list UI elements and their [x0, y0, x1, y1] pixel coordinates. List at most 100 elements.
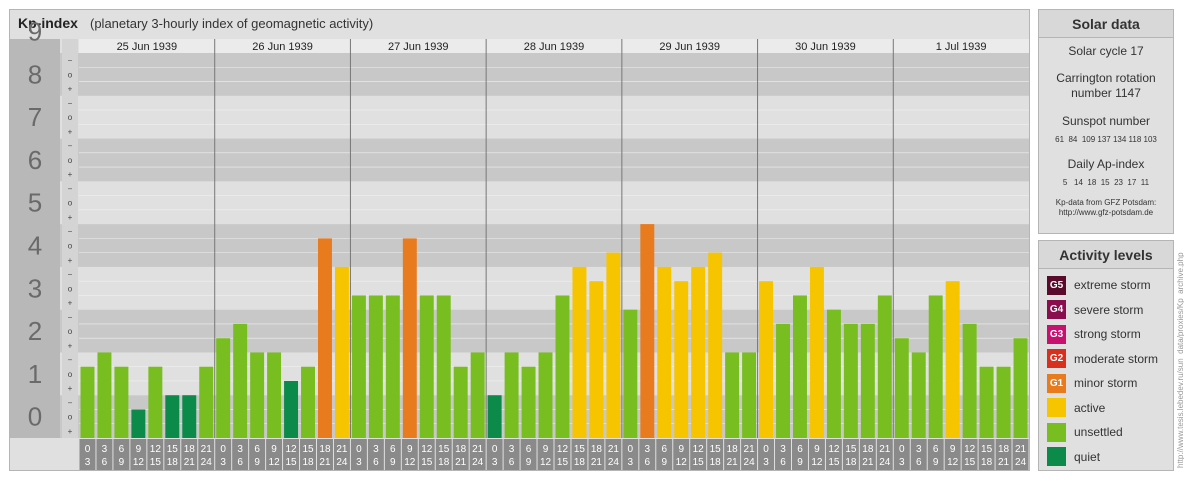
- interval-end-label: 15: [285, 457, 297, 468]
- interval-cell: [910, 439, 927, 470]
- kp-band: [10, 352, 1029, 396]
- kp-bar: [165, 395, 180, 438]
- interval-end-label: 6: [780, 457, 786, 468]
- day-header-cell: [757, 39, 894, 53]
- kp-bar: [979, 366, 994, 438]
- interval-start-label: 0: [85, 444, 91, 455]
- interval-start-label: 0: [356, 444, 362, 455]
- activity-level-swatch: G1: [1047, 373, 1066, 393]
- interval-end-label: 24: [1015, 457, 1027, 468]
- interval-cell: [825, 439, 842, 470]
- interval-start-label: 3: [102, 444, 108, 455]
- interval-cell: [927, 439, 944, 470]
- interval-cell: [503, 439, 520, 470]
- interval-cell: [1012, 439, 1029, 470]
- interval-start-label: 3: [509, 444, 515, 455]
- day-label: 29 Jun 1939: [659, 41, 720, 53]
- activity-level-label: quiet: [1074, 449, 1101, 464]
- minor-tick-label: +: [68, 213, 73, 222]
- day-label: 27 Jun 1939: [388, 41, 449, 53]
- kp-bar: [691, 266, 706, 438]
- interval-end-label: 9: [119, 457, 125, 468]
- interval-cell: [181, 439, 198, 470]
- interval-cell: [113, 439, 130, 470]
- interval-start-label: 21: [744, 444, 756, 455]
- interval-cell: [707, 439, 724, 470]
- interval-start-label: 18: [591, 444, 603, 455]
- interval-cell: [571, 439, 588, 470]
- interval-end-label: 3: [628, 457, 634, 468]
- interval-cell: [79, 439, 96, 470]
- interval-start-label: 9: [543, 444, 549, 455]
- interval-start-label: 21: [879, 444, 891, 455]
- interval-cell: [893, 439, 910, 470]
- interval-start-label: 21: [201, 444, 213, 455]
- activity-level-label: severe storm: [1074, 302, 1144, 317]
- day-label: 30 Jun 1939: [795, 41, 856, 53]
- interval-start-label: 15: [167, 444, 179, 455]
- interval-end-label: 12: [540, 457, 552, 468]
- interval-end-label: 3: [899, 457, 905, 468]
- minor-tick-label: o: [68, 242, 73, 251]
- interval-cell: [486, 439, 503, 470]
- interval-start-label: 6: [390, 444, 396, 455]
- interval-cell: [808, 439, 825, 470]
- interval-end-label: 3: [356, 457, 362, 468]
- interval-start-label: 9: [814, 444, 820, 455]
- kp-bar: [250, 352, 265, 438]
- interval-end-label: 18: [845, 457, 857, 468]
- interval-start-label: 18: [184, 444, 196, 455]
- interval-end-label: 18: [302, 457, 314, 468]
- interval-cell: [724, 439, 741, 470]
- interval-cell: [775, 439, 791, 470]
- interval-start-label: 12: [421, 444, 433, 455]
- interval-cell: [859, 439, 876, 470]
- interval-cell: [232, 439, 249, 470]
- y-tick-label: 1: [28, 359, 42, 389]
- activity-level-row: active: [1047, 398, 1105, 418]
- activity-level-label: unsettled: [1074, 425, 1123, 439]
- interval-end-label: 6: [237, 457, 243, 468]
- activity-level-label: minor storm: [1074, 376, 1138, 390]
- kp-bar: [436, 295, 451, 438]
- day-label: 25 Jun 1939: [117, 41, 178, 53]
- interval-start-label: 15: [438, 444, 450, 455]
- interval-end-label: 15: [693, 457, 705, 468]
- interval-cell: [944, 439, 961, 470]
- interval-end-label: 12: [676, 457, 688, 468]
- interval-cell: [350, 439, 367, 470]
- day-header-cell: [79, 39, 215, 53]
- interval-cell: [588, 439, 605, 470]
- activity-level-swatch: [1047, 447, 1066, 466]
- interval-end-label: 21: [998, 457, 1010, 468]
- interval-start-label: 12: [557, 444, 569, 455]
- day-header-cell: [486, 39, 622, 53]
- kp-bar: [504, 352, 519, 438]
- interval-end-label: 3: [220, 457, 226, 468]
- interval-cell: [995, 439, 1012, 470]
- carrington-line-2: number 1147: [1071, 86, 1141, 100]
- axis-column: [10, 39, 60, 438]
- interval-cell: [520, 439, 537, 470]
- kp-bar: [1013, 338, 1028, 438]
- kp-bar: [351, 295, 366, 438]
- interval-start-label: 6: [254, 444, 260, 455]
- day-header-cell: [350, 39, 487, 53]
- interval-start-label: 0: [899, 444, 905, 455]
- interval-start-label: 3: [237, 444, 243, 455]
- interval-end-label: 9: [933, 457, 939, 468]
- interval-end-label: 6: [645, 457, 651, 468]
- kp-bar: [589, 281, 604, 438]
- kp-bar: [182, 395, 197, 438]
- source-link[interactable]: http://www.gfz-potsdam.de: [1058, 208, 1154, 217]
- interval-end-label: 21: [184, 457, 196, 468]
- interval-cell: [656, 439, 673, 470]
- interval-cell: [130, 439, 147, 470]
- kp-chart-panel: Kp-index (planetary 3-hourly index of ge…: [9, 9, 1030, 471]
- interval-end-label: 24: [744, 457, 756, 468]
- kp-bar: [555, 295, 570, 438]
- activity-level-label: extreme storm: [1074, 278, 1151, 292]
- minor-tick-label: o: [68, 113, 73, 122]
- source-credit[interactable]: http://www.tesis.lebedev.ru/sun_data/pro…: [1176, 252, 1184, 468]
- interval-cell: [96, 439, 113, 470]
